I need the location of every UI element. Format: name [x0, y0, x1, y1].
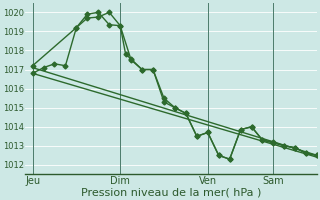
X-axis label: Pression niveau de la mer( hPa ): Pression niveau de la mer( hPa ) — [81, 187, 261, 197]
